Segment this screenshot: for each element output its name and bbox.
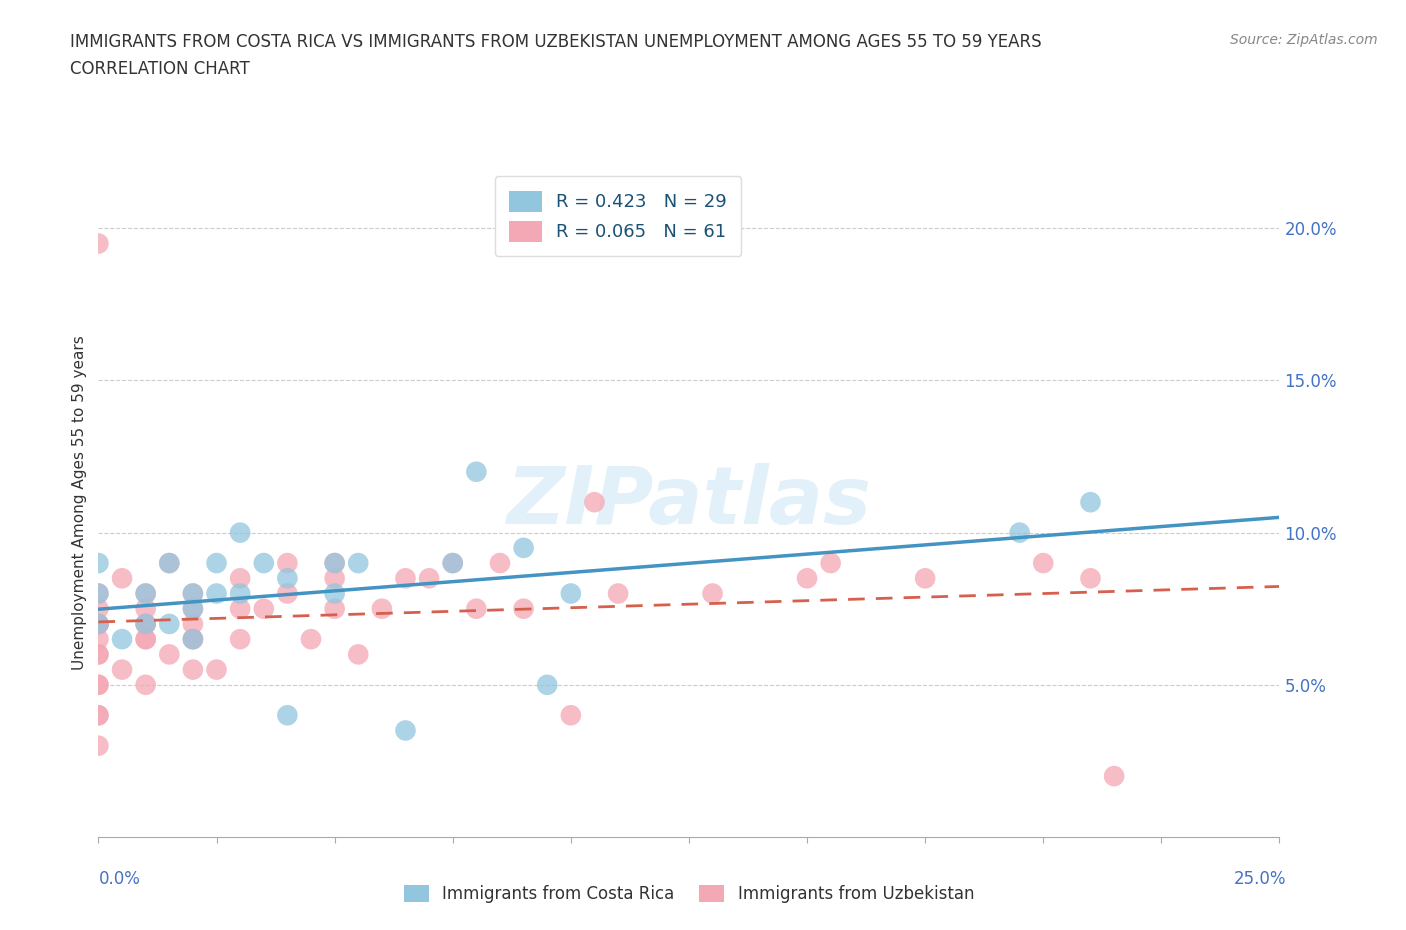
Point xyxy=(87,617,110,631)
Point xyxy=(489,555,512,570)
Point xyxy=(181,586,204,601)
Point xyxy=(253,555,276,570)
Point xyxy=(87,677,110,692)
Point xyxy=(276,571,298,586)
Point xyxy=(111,571,134,586)
Point xyxy=(135,617,157,631)
Point xyxy=(87,586,110,601)
Point xyxy=(914,571,936,586)
Point xyxy=(229,571,252,586)
Point xyxy=(87,236,110,251)
Point xyxy=(560,708,582,723)
Text: Source: ZipAtlas.com: Source: ZipAtlas.com xyxy=(1230,33,1378,46)
Point xyxy=(512,602,534,617)
Point xyxy=(276,586,298,601)
Point xyxy=(87,617,110,631)
Point xyxy=(512,540,534,555)
Point xyxy=(87,708,110,723)
Y-axis label: Unemployment Among Ages 55 to 59 years: Unemployment Among Ages 55 to 59 years xyxy=(72,335,87,670)
Text: 25.0%: 25.0% xyxy=(1234,870,1286,888)
Point xyxy=(1080,571,1102,586)
Point xyxy=(323,586,346,601)
Point xyxy=(181,602,204,617)
Point xyxy=(181,631,204,646)
Point xyxy=(1102,769,1125,784)
Point xyxy=(229,586,252,601)
Point xyxy=(441,555,464,570)
Point xyxy=(465,464,488,479)
Point xyxy=(205,662,228,677)
Point xyxy=(157,555,180,570)
Point xyxy=(87,677,110,692)
Point xyxy=(87,617,110,631)
Point xyxy=(323,555,346,570)
Point xyxy=(229,525,252,540)
Point xyxy=(87,647,110,662)
Point xyxy=(536,677,558,692)
Point xyxy=(135,617,157,631)
Point xyxy=(135,586,157,601)
Point xyxy=(323,571,346,586)
Point xyxy=(205,555,228,570)
Point xyxy=(157,617,180,631)
Text: ZIPatlas: ZIPatlas xyxy=(506,463,872,541)
Point xyxy=(135,586,157,601)
Point xyxy=(607,586,630,601)
Point xyxy=(560,586,582,601)
Point xyxy=(465,602,488,617)
Point xyxy=(702,586,724,601)
Point xyxy=(87,738,110,753)
Text: 0.0%: 0.0% xyxy=(98,870,141,888)
Point xyxy=(323,555,346,570)
Point xyxy=(347,647,370,662)
Point xyxy=(87,586,110,601)
Point xyxy=(299,631,322,646)
Point xyxy=(181,602,204,617)
Point xyxy=(820,555,842,570)
Point xyxy=(157,647,180,662)
Point xyxy=(418,571,440,586)
Point xyxy=(111,662,134,677)
Point xyxy=(111,631,134,646)
Point xyxy=(1080,495,1102,510)
Point xyxy=(347,555,370,570)
Point xyxy=(87,617,110,631)
Point xyxy=(181,631,204,646)
Point xyxy=(135,631,157,646)
Point xyxy=(135,602,157,617)
Point xyxy=(441,555,464,570)
Point xyxy=(87,555,110,570)
Point xyxy=(135,631,157,646)
Point xyxy=(229,631,252,646)
Point xyxy=(157,555,180,570)
Text: CORRELATION CHART: CORRELATION CHART xyxy=(70,60,250,78)
Point xyxy=(276,555,298,570)
Point xyxy=(205,586,228,601)
Point xyxy=(276,708,298,723)
Point xyxy=(394,571,416,586)
Point xyxy=(394,723,416,737)
Point xyxy=(253,602,276,617)
Point xyxy=(87,602,110,617)
Point xyxy=(181,617,204,631)
Point xyxy=(87,708,110,723)
Point xyxy=(1008,525,1031,540)
Point xyxy=(323,602,346,617)
Point xyxy=(229,602,252,617)
Legend: R = 0.423   N = 29, R = 0.065   N = 61: R = 0.423 N = 29, R = 0.065 N = 61 xyxy=(495,177,741,256)
Point xyxy=(181,662,204,677)
Legend: Immigrants from Costa Rica, Immigrants from Uzbekistan: Immigrants from Costa Rica, Immigrants f… xyxy=(404,885,974,903)
Point xyxy=(135,617,157,631)
Point xyxy=(181,631,204,646)
Point xyxy=(181,586,204,601)
Point xyxy=(583,495,606,510)
Point xyxy=(87,617,110,631)
Text: IMMIGRANTS FROM COSTA RICA VS IMMIGRANTS FROM UZBEKISTAN UNEMPLOYMENT AMONG AGES: IMMIGRANTS FROM COSTA RICA VS IMMIGRANTS… xyxy=(70,33,1042,50)
Point xyxy=(796,571,818,586)
Point xyxy=(1032,555,1054,570)
Point xyxy=(135,677,157,692)
Point xyxy=(87,631,110,646)
Point xyxy=(87,647,110,662)
Point xyxy=(371,602,394,617)
